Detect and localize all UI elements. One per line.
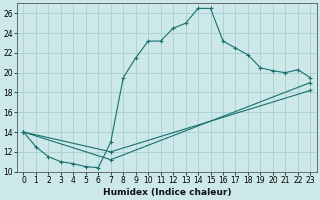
X-axis label: Humidex (Indice chaleur): Humidex (Indice chaleur) [103, 188, 231, 197]
